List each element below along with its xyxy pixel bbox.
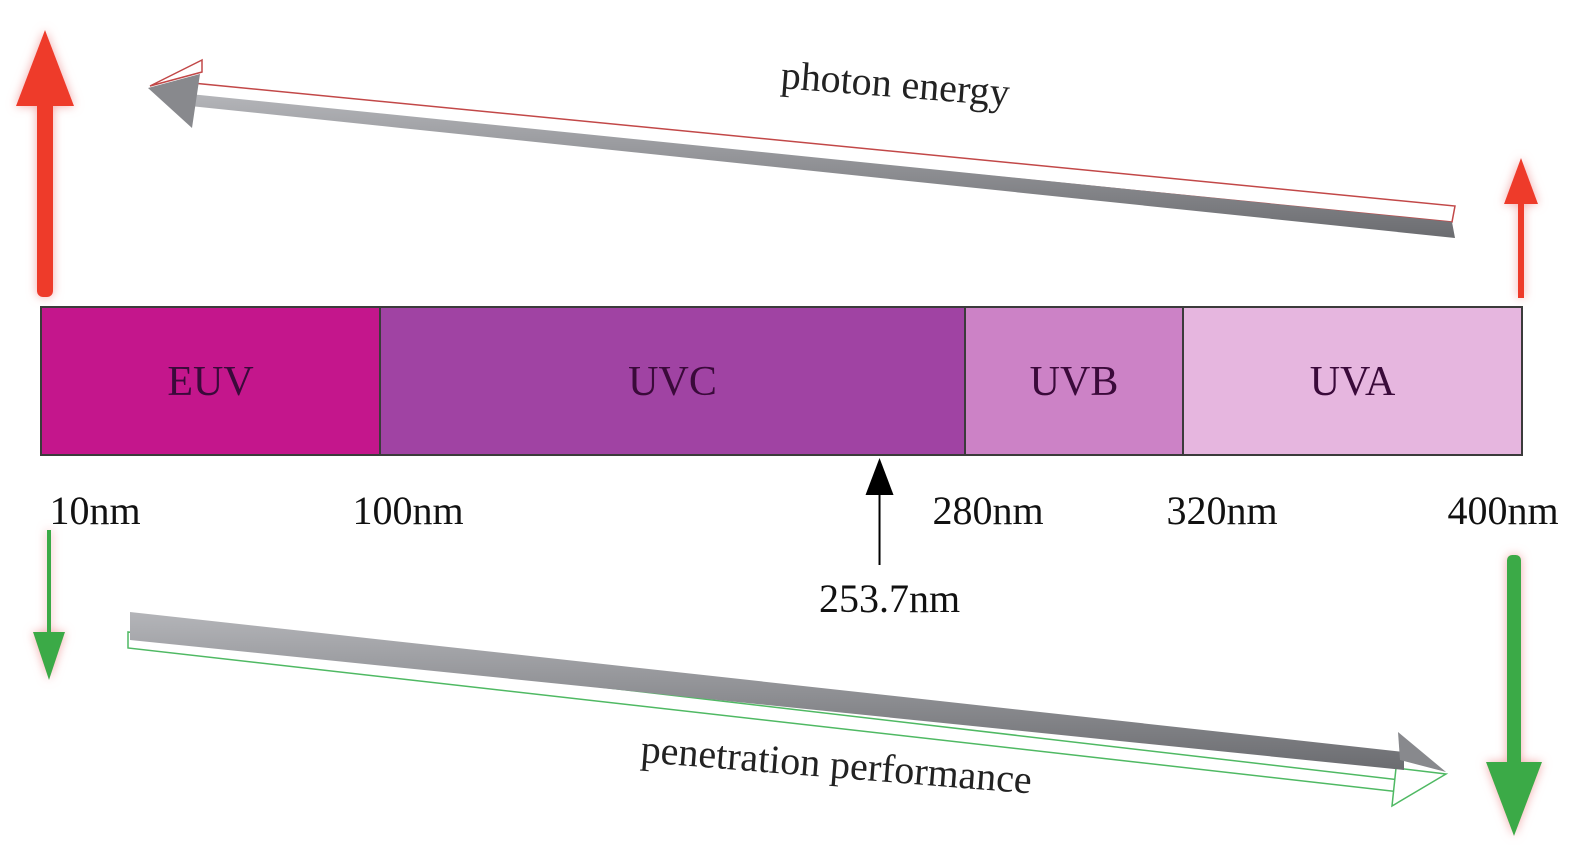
tick-label-2: 280nm [932,488,1043,533]
mercury-line-marker [865,458,894,565]
marker-label: 253.7nm [819,576,960,621]
penetration-arrow [127,612,1449,808]
band-label-uva: UVA [1310,359,1396,405]
penetration-down-arrow-large [1486,555,1542,836]
photon-energy-up-arrow-large [16,30,74,297]
band-uvb [964,306,1184,456]
photon-energy-arrow [148,58,1456,238]
band-label-uvc: UVC [628,359,717,405]
penetration-down-arrow-small [33,530,65,680]
photon-energy-label: photon energy [779,52,1011,115]
band-euv [40,306,381,456]
tick-label-4: 400nm [1447,488,1558,533]
tick-label-3: 320nm [1166,488,1277,533]
tick-label-1: 100nm [352,488,463,533]
band-uva [1182,306,1523,456]
band-label-uvb: UVB [1030,359,1119,405]
tick-label-0: 10nm [49,488,140,533]
band-label-euv: EUV [167,359,253,405]
spectrum-bar: EUV UVC UVB UVA [40,306,1523,456]
photon-energy-up-arrow-small [1504,158,1538,298]
band-uvc [379,306,966,456]
wavelength-ticks: 10nm 100nm 280nm 320nm 400nm [49,488,1558,533]
